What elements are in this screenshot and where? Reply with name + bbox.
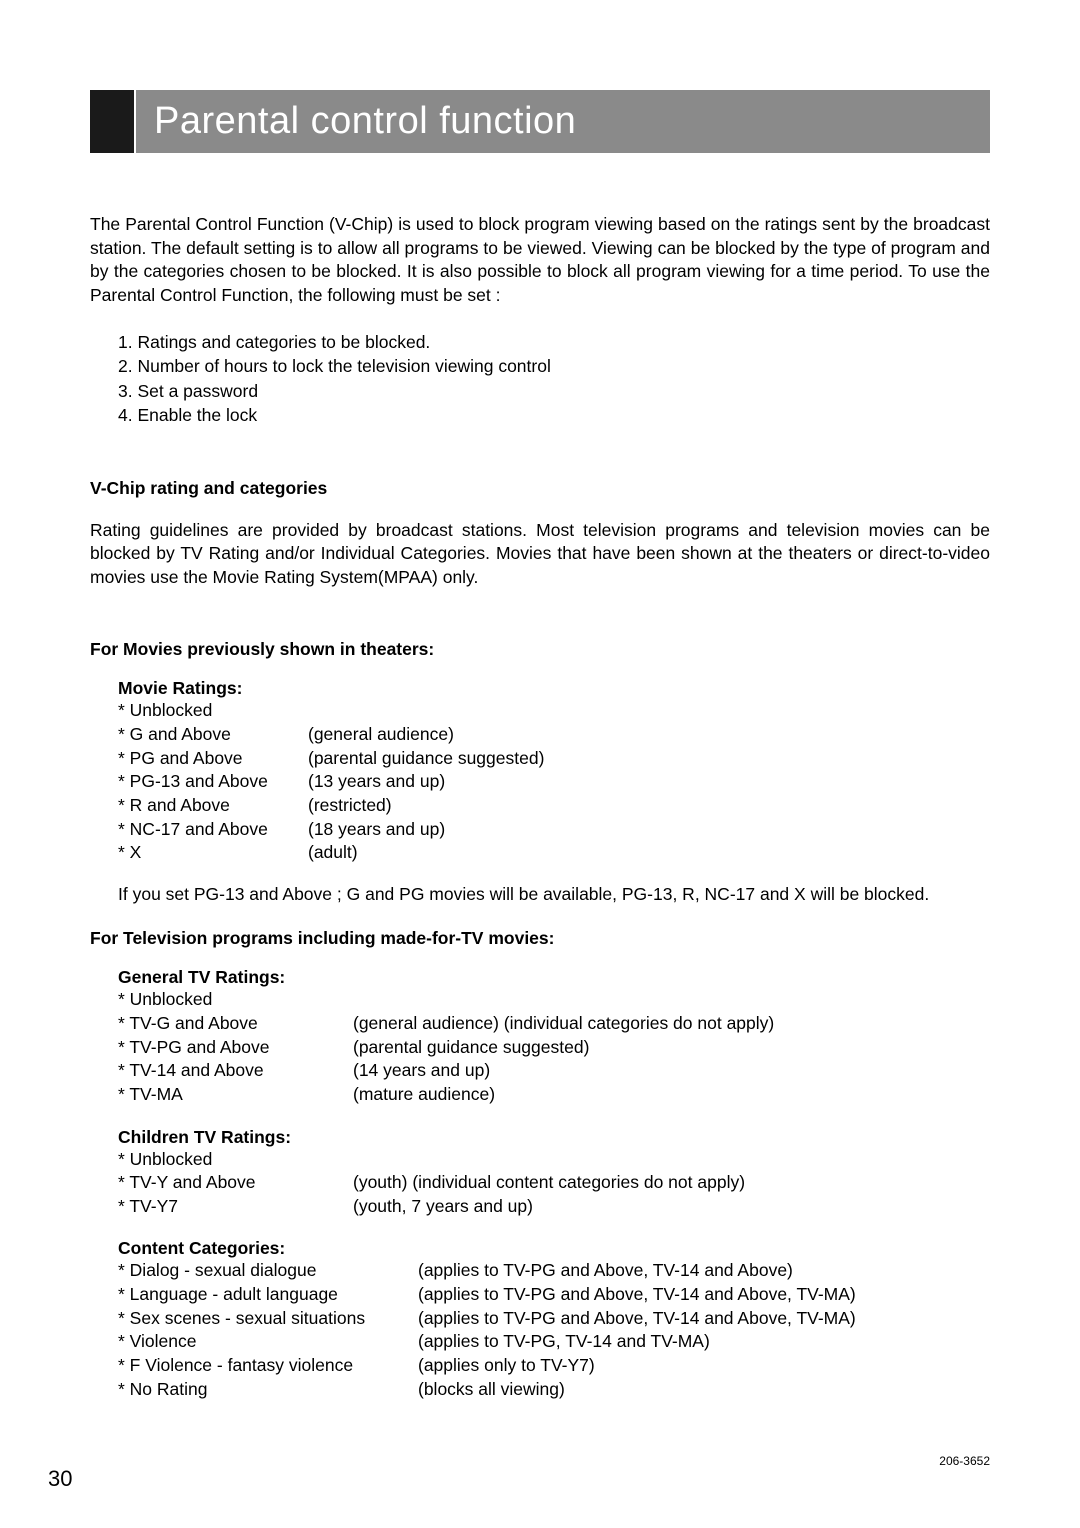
movie-rating-r-label: * R and Above [118, 794, 308, 818]
content-categories-block: Content Categories: * Dialog - sexual di… [90, 1238, 990, 1401]
content-violence-label: * Violence [118, 1330, 418, 1354]
movie-rating-nc17-label: * NC-17 and Above [118, 818, 308, 842]
content-norating-desc: (blocks all viewing) [418, 1378, 565, 1402]
child-rating-y-desc: (youth) (individual content categories d… [353, 1171, 745, 1195]
intro-paragraph: The Parental Control Function (V-Chip) i… [90, 213, 990, 308]
child-rating-y7-label: * TV-Y7 [118, 1195, 353, 1219]
movie-ratings-title: Movie Ratings: [118, 678, 990, 699]
children-tv-title: Children TV Ratings: [118, 1127, 990, 1148]
content-sex-label: * Sex scenes - sexual situations [118, 1307, 418, 1331]
page-content: Parental control function The Parental C… [0, 0, 1080, 1463]
tv-rating-14-desc: (14 years and up) [353, 1059, 490, 1083]
document-code: 206-3652 [939, 1454, 990, 1468]
step-2: 2. Number of hours to lock the televisio… [118, 354, 990, 379]
general-tv-title: General TV Ratings: [118, 967, 990, 988]
content-violence-desc: (applies to TV-PG, TV-14 and TV-MA) [418, 1330, 710, 1354]
tv-rating-pg-desc: (parental guidance suggested) [353, 1036, 589, 1060]
step-1: 1. Ratings and categories to be blocked. [118, 330, 990, 355]
tv-rating-pg-label: * TV-PG and Above [118, 1036, 353, 1060]
page-title: Parental control function [136, 90, 990, 153]
content-language-desc: (applies to TV-PG and Above, TV-14 and A… [418, 1283, 856, 1307]
child-rating-unblocked: * Unblocked [118, 1148, 353, 1172]
content-language-label: * Language - adult language [118, 1283, 418, 1307]
tv-rating-unblocked: * Unblocked [118, 988, 353, 1012]
tv-rating-ma-label: * TV-MA [118, 1083, 353, 1107]
tv-rating-14-label: * TV-14 and Above [118, 1059, 353, 1083]
tv-rating-g-label: * TV-G and Above [118, 1012, 353, 1036]
content-fviolence-desc: (applies only to TV-Y7) [418, 1354, 595, 1378]
children-tv-block: Children TV Ratings: * Unblocked * TV-Y … [90, 1127, 990, 1219]
movie-rating-pg13-label: * PG-13 and Above [118, 770, 308, 794]
content-categories-title: Content Categories: [118, 1238, 990, 1259]
content-dialog-desc: (applies to TV-PG and Above, TV-14 and A… [418, 1259, 793, 1283]
vchip-paragraph: Rating guidelines are provided by broadc… [90, 519, 990, 590]
child-rating-y-label: * TV-Y and Above [118, 1171, 353, 1195]
tv-rating-ma-desc: (mature audience) [353, 1083, 495, 1107]
content-dialog-label: * Dialog - sexual dialogue [118, 1259, 418, 1283]
steps-list: 1. Ratings and categories to be blocked.… [90, 330, 990, 428]
movie-rating-r-desc: (restricted) [308, 794, 392, 818]
movie-rating-x-desc: (adult) [308, 841, 358, 865]
movie-rating-unblocked: * Unblocked [118, 699, 308, 723]
movie-rating-x-label: * X [118, 841, 308, 865]
movie-rating-pg-label: * PG and Above [118, 747, 308, 771]
general-tv-block: General TV Ratings: * Unblocked * TV-G a… [90, 967, 990, 1106]
page-number: 30 [48, 1466, 72, 1492]
movies-heading: For Movies previously shown in theaters: [90, 639, 990, 660]
title-bar: Parental control function [90, 90, 990, 153]
movie-ratings-note: If you set PG-13 and Above ; G and PG mo… [118, 883, 990, 907]
step-4: 4. Enable the lock [118, 403, 990, 428]
tv-heading: For Television programs including made-f… [90, 928, 990, 949]
movie-ratings-block: Movie Ratings: * Unblocked * G and Above… [90, 678, 990, 906]
content-norating-label: * No Rating [118, 1378, 418, 1402]
movie-rating-g-label: * G and Above [118, 723, 308, 747]
movie-rating-nc17-desc: (18 years and up) [308, 818, 445, 842]
movie-rating-g-desc: (general audience) [308, 723, 454, 747]
child-rating-y7-desc: (youth, 7 years and up) [353, 1195, 533, 1219]
content-sex-desc: (applies to TV-PG and Above, TV-14 and A… [418, 1307, 856, 1331]
title-block [90, 90, 134, 153]
tv-rating-g-desc: (general audience) (individual categorie… [353, 1012, 774, 1036]
vchip-heading: V-Chip rating and categories [90, 478, 990, 499]
content-fviolence-label: * F Violence - fantasy violence [118, 1354, 418, 1378]
step-3: 3. Set a password [118, 379, 990, 404]
movie-rating-pg13-desc: (13 years and up) [308, 770, 445, 794]
movie-rating-pg-desc: (parental guidance suggested) [308, 747, 544, 771]
